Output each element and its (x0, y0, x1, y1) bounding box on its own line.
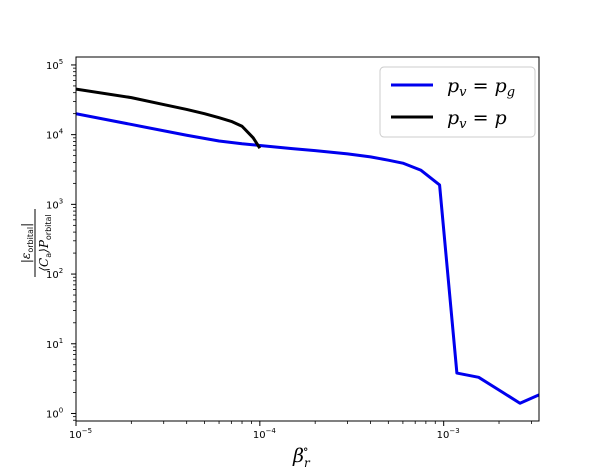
y-tick-label: 105 (46, 58, 63, 72)
y-tick-label: 104 (46, 128, 64, 142)
legend: pv = pg pv = p (379, 66, 536, 138)
y-axis-ticks: 100 101 102 103 104 105 (46, 58, 76, 421)
series-line-p-v-eq-p (76, 87, 262, 149)
y-tick-label: 102 (46, 267, 63, 281)
axes-frame (75, 56, 540, 422)
x-tick-label: 10−5 (69, 427, 92, 441)
y-axis-label: |εorbital| ⟨Ca⟩Porbital (19, 209, 53, 277)
x-tick-label: 10−4 (253, 427, 277, 441)
y-tick-label: 101 (46, 337, 63, 351)
y-tick-label: 100 (46, 406, 63, 420)
legend-label-p-v-eq-p-g: pv = pg (447, 75, 515, 100)
legend-label-p-v-eq-p: pv = p (447, 107, 507, 132)
series-line-p-v-eq-p-g (76, 112, 539, 405)
x-tick-label: 10−3 (437, 427, 460, 441)
plot-area (76, 87, 539, 405)
y-axis-label-numerator: |εorbital| (19, 223, 35, 263)
x-axis-ticks: 10−5 10−4 10−3 (69, 421, 532, 441)
x-axis-label: βr∘ (292, 442, 311, 470)
y-axis-label-denominator: ⟨Ca⟩Porbital (37, 214, 53, 271)
y-tick-label: 103 (46, 197, 63, 211)
